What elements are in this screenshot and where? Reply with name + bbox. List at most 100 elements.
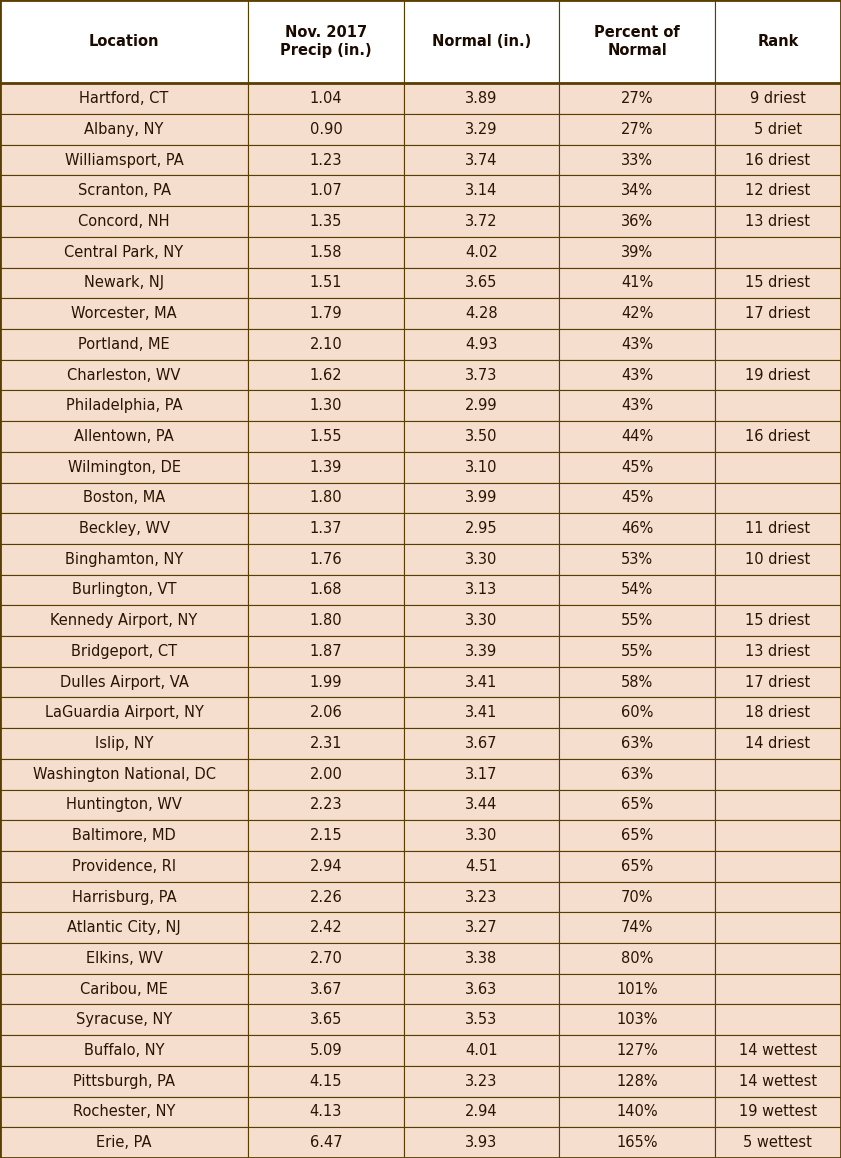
- Bar: [559, 913, 715, 943]
- Bar: [715, 544, 841, 574]
- Text: 1.79: 1.79: [309, 306, 342, 321]
- Bar: [248, 636, 404, 667]
- Text: Concord, NH: Concord, NH: [78, 214, 170, 229]
- Bar: [559, 1004, 715, 1035]
- Text: 63%: 63%: [621, 767, 653, 782]
- Bar: [404, 390, 559, 422]
- Bar: [248, 483, 404, 513]
- Bar: [248, 267, 404, 299]
- Text: 43%: 43%: [621, 337, 653, 352]
- Text: 3.41: 3.41: [465, 705, 498, 720]
- Bar: [559, 1065, 715, 1097]
- Bar: [559, 606, 715, 636]
- Text: 4.51: 4.51: [465, 859, 498, 874]
- Text: 2.23: 2.23: [309, 798, 342, 813]
- Bar: [0, 851, 248, 881]
- Bar: [559, 299, 715, 329]
- Text: Harrisburg, PA: Harrisburg, PA: [71, 889, 177, 904]
- Bar: [248, 943, 404, 974]
- Text: Portland, ME: Portland, ME: [78, 337, 170, 352]
- Text: 1.87: 1.87: [309, 644, 342, 659]
- Bar: [248, 0, 404, 83]
- Bar: [0, 974, 248, 1004]
- Bar: [559, 267, 715, 299]
- Bar: [404, 758, 559, 790]
- Text: Erie, PA: Erie, PA: [97, 1135, 151, 1150]
- Text: 58%: 58%: [621, 675, 653, 690]
- Bar: [248, 1035, 404, 1065]
- Text: Atlantic City, NJ: Atlantic City, NJ: [67, 921, 181, 936]
- Text: Philadelphia, PA: Philadelphia, PA: [66, 398, 182, 413]
- Bar: [715, 728, 841, 758]
- Text: 43%: 43%: [621, 367, 653, 382]
- Text: 1.51: 1.51: [309, 276, 342, 291]
- Text: 55%: 55%: [621, 614, 653, 628]
- Bar: [0, 329, 248, 360]
- Bar: [248, 1097, 404, 1127]
- Text: Beckley, WV: Beckley, WV: [78, 521, 170, 536]
- Text: 12 driest: 12 driest: [745, 183, 811, 198]
- Text: Worcester, MA: Worcester, MA: [71, 306, 177, 321]
- Bar: [404, 790, 559, 820]
- Text: 101%: 101%: [616, 982, 658, 997]
- Bar: [248, 790, 404, 820]
- Bar: [715, 1004, 841, 1035]
- Text: 1.76: 1.76: [309, 551, 342, 566]
- Text: Pittsburgh, PA: Pittsburgh, PA: [73, 1073, 175, 1089]
- Text: 3.93: 3.93: [465, 1135, 498, 1150]
- Text: Binghamton, NY: Binghamton, NY: [65, 551, 183, 566]
- Text: Allentown, PA: Allentown, PA: [74, 428, 174, 444]
- Bar: [559, 851, 715, 881]
- Bar: [0, 299, 248, 329]
- Bar: [404, 544, 559, 574]
- Text: Bridgeport, CT: Bridgeport, CT: [71, 644, 177, 659]
- Bar: [559, 1097, 715, 1127]
- Text: 43%: 43%: [621, 398, 653, 413]
- Text: 3.44: 3.44: [465, 798, 498, 813]
- Bar: [0, 83, 248, 115]
- Text: 17 driest: 17 driest: [745, 306, 811, 321]
- Bar: [0, 422, 248, 452]
- Text: 13 driest: 13 driest: [745, 214, 811, 229]
- Text: 3.38: 3.38: [465, 951, 498, 966]
- Text: 18 driest: 18 driest: [745, 705, 811, 720]
- Text: 4.15: 4.15: [309, 1073, 342, 1089]
- Text: 4.01: 4.01: [465, 1043, 498, 1058]
- Text: 55%: 55%: [621, 644, 653, 659]
- Bar: [715, 667, 841, 697]
- Text: Albany, NY: Albany, NY: [84, 122, 164, 137]
- Text: Elkins, WV: Elkins, WV: [86, 951, 162, 966]
- Text: 2.26: 2.26: [309, 889, 342, 904]
- Text: 3.30: 3.30: [465, 551, 498, 566]
- Bar: [248, 237, 404, 267]
- Bar: [248, 851, 404, 881]
- Text: Washington National, DC: Washington National, DC: [33, 767, 215, 782]
- Text: Baltimore, MD: Baltimore, MD: [72, 828, 176, 843]
- Text: 1.55: 1.55: [309, 428, 342, 444]
- Bar: [715, 390, 841, 422]
- Bar: [715, 267, 841, 299]
- Text: 16 driest: 16 driest: [745, 153, 811, 168]
- Text: 103%: 103%: [616, 1012, 658, 1027]
- Bar: [559, 360, 715, 390]
- Text: 3.67: 3.67: [465, 736, 498, 752]
- Text: 70%: 70%: [621, 889, 653, 904]
- Text: 2.00: 2.00: [309, 767, 342, 782]
- Bar: [404, 606, 559, 636]
- Bar: [715, 943, 841, 974]
- Bar: [0, 115, 248, 145]
- Text: Location: Location: [89, 35, 159, 49]
- Bar: [715, 881, 841, 913]
- Text: 3.23: 3.23: [465, 889, 498, 904]
- Text: 63%: 63%: [621, 736, 653, 752]
- Bar: [0, 1035, 248, 1065]
- Bar: [404, 943, 559, 974]
- Bar: [559, 974, 715, 1004]
- Bar: [248, 728, 404, 758]
- Bar: [404, 667, 559, 697]
- Bar: [404, 1004, 559, 1035]
- Text: Normal (in.): Normal (in.): [431, 35, 532, 49]
- Text: 1.07: 1.07: [309, 183, 342, 198]
- Text: 60%: 60%: [621, 705, 653, 720]
- Bar: [248, 667, 404, 697]
